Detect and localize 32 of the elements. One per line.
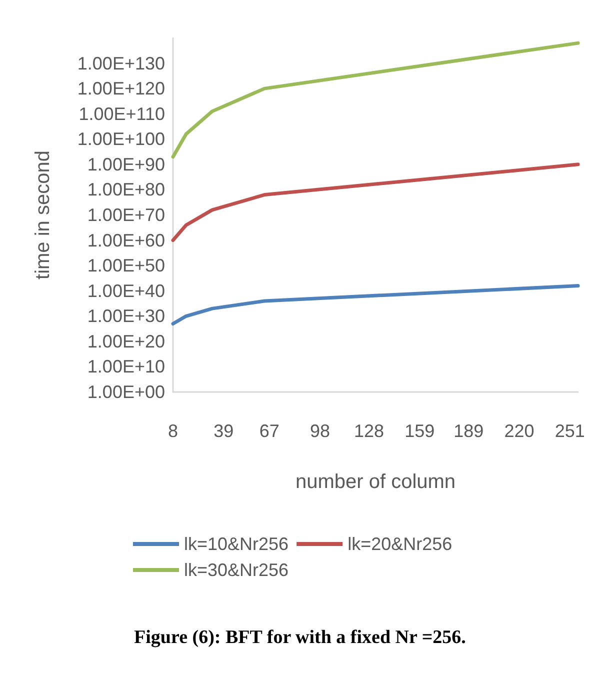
x-tick-label: 159 (404, 421, 435, 441)
y-tick-label: 1.00E+30 (87, 306, 165, 326)
y-tick-label: 1.00E+20 (87, 331, 165, 352)
x-tick-label: 98 (310, 421, 330, 441)
y-tick-label: 1.00E+130 (77, 53, 165, 74)
y-tick-label: 1.00E+110 (78, 104, 165, 124)
legend-label: lk=30&Nr256 (184, 560, 289, 580)
line-series (171, 41, 580, 159)
y-tick-label: 1.00E+10 (87, 356, 165, 377)
x-tick-label: 251 (554, 421, 585, 441)
x-tick-label: 67 (259, 421, 280, 441)
y-tick-label: 1.00E+40 (87, 280, 165, 301)
x-tick-label: 220 (504, 421, 534, 441)
line-series (171, 162, 580, 242)
x-tick-label: 8 (168, 421, 178, 441)
y-tick-label: 1.00E+50 (87, 256, 165, 276)
x-tick-label: 128 (354, 421, 384, 441)
text: Figure (6): BFT for with a fixed Nr =256. (134, 627, 466, 648)
legend-label: lk=20&Nr256 (348, 534, 452, 554)
legend-label: lk=10&Nr256 (184, 534, 289, 554)
y-tick-label: 1.00E+100 (77, 129, 165, 150)
y-tick-label: 1.00E+90 (87, 154, 165, 174)
x-tick-label: 189 (454, 421, 484, 441)
y-tick-label: 1.00E+80 (87, 180, 165, 200)
y-tick-label: 1.00E+120 (77, 78, 165, 99)
y-tick-label: 1.00E+70 (87, 205, 165, 225)
line-series (171, 284, 580, 326)
x-tick-label: 39 (214, 421, 234, 441)
y-tick-label: 1.00E+00 (87, 382, 165, 402)
y-tick-label: 1.00E+60 (87, 230, 165, 250)
x-axis-title: number of column (295, 471, 456, 493)
y-axis-title: time in second (32, 150, 54, 280)
